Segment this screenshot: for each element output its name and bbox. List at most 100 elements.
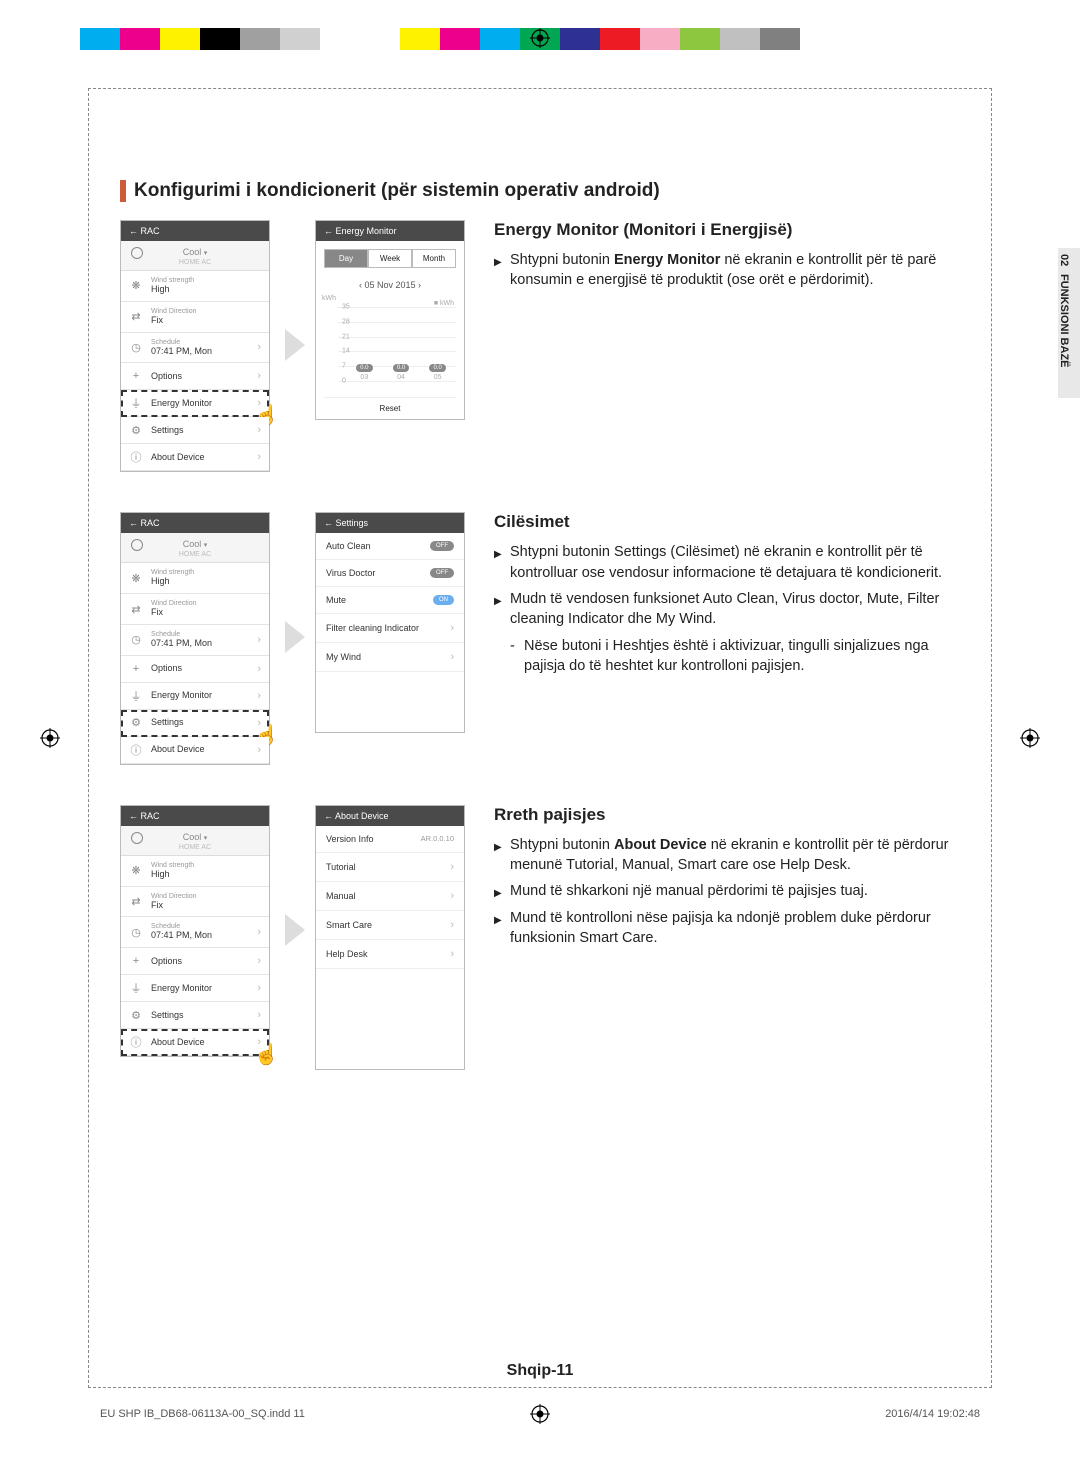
phone-header[interactable]: RAC (121, 513, 269, 533)
phone-menu-row[interactable]: ⏚ Energy Monitor › ☝ (121, 390, 269, 417)
phone-menu-row[interactable]: ◷ Schedule 07:41 PM, Mon › (121, 625, 269, 656)
phone-menu-row[interactable]: ⇄ Wind Direction Fix (121, 594, 269, 625)
chart-bar-value: 0.0 (393, 364, 409, 372)
phone-row-suplabel: Wind Direction (151, 600, 261, 607)
plus-icon: + (129, 954, 143, 968)
toggle-pill[interactable]: OFF (430, 568, 454, 578)
phone-menu-row[interactable]: ⏚ Energy Monitor › (121, 975, 269, 1002)
registration-mark (530, 1404, 550, 1424)
chart-x-value: 04 (393, 374, 409, 381)
side-tab: 02 FUNKSIONI BAZË (1058, 248, 1080, 398)
detail-row[interactable]: Virus Doctor OFF (316, 560, 464, 587)
phone-header[interactable]: RAC (121, 806, 269, 826)
bullet-item: Mund të kontrolloni nëse pajisja ka ndon… (494, 908, 960, 949)
registration-mark (40, 728, 60, 748)
toggle-pill[interactable]: OFF (430, 541, 454, 551)
sub-bullet-item: -Nëse butoni i Heshtjes është i aktivizu… (510, 636, 960, 677)
phone-menu-row[interactable]: ⇄ Wind Direction Fix (121, 887, 269, 918)
arrow-right-icon (285, 621, 305, 653)
chevron-right-icon: › (257, 1009, 261, 1021)
phone-menu-row[interactable]: ◷ Schedule 07:41 PM, Mon › (121, 917, 269, 948)
fan-icon: ❋ (129, 864, 143, 878)
triangle-bullet-icon (494, 908, 510, 949)
phone-menu-row[interactable]: ⏚ Energy Monitor › (121, 683, 269, 710)
chevron-right-icon: › (450, 919, 454, 931)
detail-header[interactable]: Settings (316, 513, 464, 533)
triangle-bullet-icon (494, 589, 510, 630)
phone-menu-row[interactable]: ❋ Wind strength High (121, 271, 269, 302)
monitor-icon: ⏚ (129, 396, 143, 410)
chart-gridline (338, 322, 456, 323)
color-swatch (280, 28, 320, 50)
phone-mode[interactable]: Cool ▾ (121, 826, 269, 844)
phone-menu-row[interactable]: ❋ Wind strength High (121, 563, 269, 594)
phone-menu-row[interactable]: ❋ Wind strength High (121, 856, 269, 887)
toggle-pill[interactable]: ON (433, 595, 454, 605)
phone-mode-sub: HOME AC (121, 844, 269, 856)
detail-filler (316, 969, 464, 1069)
detail-row[interactable]: Smart Care › (316, 911, 464, 940)
direction-icon: ⇄ (129, 894, 143, 908)
phone-menu-row[interactable]: + Options › (121, 363, 269, 390)
detail-header[interactable]: Energy Monitor (316, 221, 464, 241)
chevron-right-icon: › (450, 651, 454, 663)
phone-menu-row[interactable]: ⓘ About Device › (121, 444, 269, 471)
section-heading: Rreth pajisjes (494, 805, 960, 825)
chevron-right-icon: › (257, 370, 261, 382)
chart-date-nav[interactable]: ‹ 05 Nov 2015 › (316, 276, 464, 300)
phone-row-suplabel: Schedule (151, 339, 257, 346)
footer-timestamp: 2016/4/14 19:02:48 (885, 1408, 980, 1420)
title-accent (120, 180, 126, 202)
phone-menu-row[interactable]: + Options › (121, 948, 269, 975)
phone-row-label: Settings (151, 425, 257, 436)
detail-row-label: Virus Doctor (326, 568, 375, 578)
phone-row-suplabel: Wind strength (151, 862, 261, 869)
chart-y-value: 21 (342, 333, 350, 340)
phone-menu-row[interactable]: ◷ Schedule 07:41 PM, Mon › (121, 333, 269, 364)
detail-row[interactable]: My Wind› (316, 643, 464, 672)
phone-row-label: High (151, 869, 261, 880)
chart-reset-button[interactable]: Reset (324, 397, 456, 419)
instruction-section: RAC Cool ▾ HOME AC ❋ Wind strength High … (120, 512, 960, 764)
phone-menu-row[interactable]: ⚙ Settings › (121, 1002, 269, 1029)
chart-gridline (338, 351, 456, 352)
monitor-icon: ⏚ (129, 689, 143, 703)
chart-tab[interactable]: Week (368, 249, 412, 268)
chevron-right-icon: › (257, 424, 261, 436)
phone-mode[interactable]: Cool ▾ (121, 241, 269, 259)
detail-row[interactable]: Filter cleaning Indicator› (316, 614, 464, 643)
arrow-right-icon (285, 914, 305, 946)
phone-header[interactable]: RAC (121, 221, 269, 241)
chevron-right-icon: › (257, 955, 261, 967)
detail-row[interactable]: MuteON (316, 587, 464, 614)
phone-menu-row[interactable]: ⚙ Settings › ☝ (121, 710, 269, 737)
phone-menu-row[interactable]: + Options › (121, 656, 269, 683)
phone-menu-row[interactable]: ⓘ About Device › ☝ (121, 1029, 269, 1056)
row-value: AR.0.0.10 (421, 834, 454, 843)
phone-row-suplabel: Wind strength (151, 277, 261, 284)
phone-menu-row[interactable]: ⓘ About Device › (121, 737, 269, 764)
phone-row-label: Energy Monitor (151, 690, 257, 701)
detail-row[interactable]: Tutorial› (316, 853, 464, 882)
detail-row[interactable]: Help Desk› (316, 940, 464, 969)
gear-icon: ⚙ (129, 716, 143, 730)
chart-tab[interactable]: Month (412, 249, 456, 268)
detail-header[interactable]: About Device (316, 806, 464, 826)
plus-icon: + (129, 369, 143, 383)
phone-row-label: High (151, 284, 261, 295)
detail-row[interactable]: Version InfoAR.0.0.10 (316, 826, 464, 853)
phone-mode[interactable]: Cool ▾ (121, 533, 269, 551)
detail-row[interactable]: Manual› (316, 882, 464, 911)
detail-row[interactable]: Auto CleanOFF (316, 533, 464, 560)
page-title: Konfigurimi i kondicionerit (për sistemi… (134, 180, 660, 202)
phone-menu-row[interactable]: ⇄ Wind Direction Fix (121, 302, 269, 333)
triangle-bullet-icon (494, 835, 510, 876)
chart-tab[interactable]: Day (324, 249, 368, 268)
phone-row-label: About Device (151, 744, 257, 755)
color-swatch (440, 28, 480, 50)
phone-menu-row[interactable]: ⚙ Settings › (121, 417, 269, 444)
section-heading: Energy Monitor (Monitori i Energjisë) (494, 220, 960, 240)
phone-mockup: RAC Cool ▾ HOME AC ❋ Wind strength High … (120, 512, 270, 764)
chart-bar-value: 0.0 (356, 364, 372, 372)
detail-row-label: Smart Care (326, 920, 372, 930)
